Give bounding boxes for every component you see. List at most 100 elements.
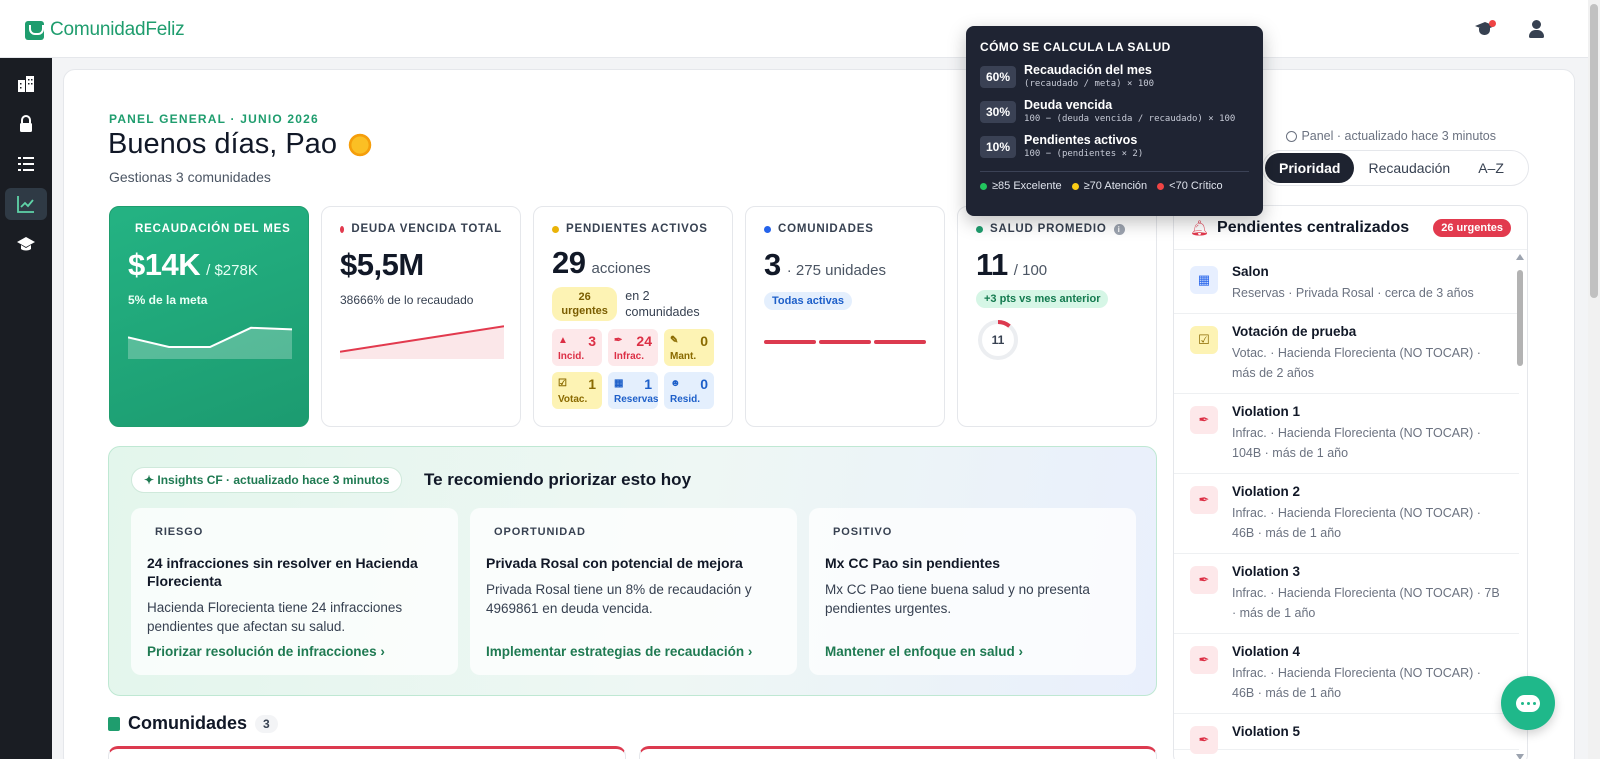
- kpi-unit: / 100: [1013, 262, 1048, 279]
- sidebar-item-academy[interactable]: [5, 228, 47, 260]
- pending-scrollbar[interactable]: [1516, 254, 1524, 759]
- insight-card-risk[interactable]: RIESGO 24 infracciones sin resolver en H…: [131, 508, 458, 675]
- page-title: Buenos días, Pao: [108, 128, 373, 161]
- gavel-icon: ✒: [1190, 566, 1218, 594]
- weight-label: Deuda vencida: [1024, 98, 1113, 112]
- deuda-sparkline: [339, 325, 505, 359]
- insights-panel: ✦ Insights CF · actualizado hace 3 minut…: [108, 446, 1157, 696]
- top-bar: ComunidadFeliz: [0, 0, 1588, 58]
- sidebar-item-tasks[interactable]: [5, 148, 47, 180]
- communities-header: Comunidades 3: [108, 713, 278, 734]
- insight-text: Hacienda Florecienta tiene 24 infraccion…: [147, 600, 403, 634]
- insight-action-link[interactable]: Priorizar resolución de infracciones ›: [147, 644, 385, 659]
- breakdown-chip[interactable]: ▲ 3 Incid.: [552, 329, 602, 366]
- list-item[interactable]: ✒ Violation 3 Infrac. · Hacienda Florecien…: [1174, 554, 1519, 634]
- insight-card-positive[interactable]: POSITIVO Mx CC Pao sin pendientes Mx CC …: [809, 508, 1136, 675]
- urgent-text: en 2 comunidades: [625, 289, 700, 319]
- greeting-text: Buenos días, Pao: [108, 128, 337, 160]
- page-scrollbar[interactable]: [1588, 0, 1600, 759]
- kpi-goal: / $278K: [206, 262, 258, 279]
- tooltip-row: 10% Pendientes activos 100 − (pendientes ×…: [980, 133, 1249, 159]
- breakdown-chip[interactable]: ▦ 1 Reservas: [608, 372, 658, 409]
- breakdown-chip[interactable]: ☻ 0 Resid.: [664, 372, 714, 409]
- legend-dot: [1157, 182, 1165, 190]
- kpi-label: PENDIENTES ACTIVOS: [566, 223, 708, 235]
- legend-label: ≥70 Atención: [1083, 180, 1148, 192]
- notification-dot: [1489, 20, 1496, 27]
- kpi-label: RECAUDACIÓN DEL MES: [135, 223, 291, 235]
- weight-formula: (recaudado / meta) × 100: [1024, 79, 1155, 89]
- insight-text: Privada Rosal tiene un 8% de recaudación…: [486, 582, 752, 616]
- legend-item: <70 Crítico: [1157, 180, 1223, 192]
- sparkline-area: [340, 326, 504, 359]
- item-title: Salon: [1232, 264, 1269, 279]
- vote-icon: ☑: [1190, 326, 1218, 354]
- tooltip-row: 60% Recaudación del mes (recaudado / meta)…: [980, 63, 1249, 89]
- pending-title: Pendientes centralizados: [1217, 218, 1410, 236]
- urgent-pill: 26 urgentes: [552, 287, 618, 321]
- kpi-card-deuda[interactable]: DEUDA VENCIDA TOTAL $5,5M 38666% de lo r…: [321, 206, 521, 427]
- communities-title: Comunidades: [128, 713, 248, 733]
- insight-action-link[interactable]: Implementar estrategias de recaudación ›: [486, 644, 753, 659]
- academy-notification-icon[interactable]: [1474, 18, 1496, 40]
- list-item[interactable]: ✒ Violation 5: [1174, 714, 1519, 754]
- kpi-unit: acciones: [591, 260, 651, 277]
- sidebar-item-communities[interactable]: [5, 68, 47, 100]
- item-subtitle: Infrac. · Hacienda Florecienta (NO TOCAR…: [1232, 426, 1481, 460]
- chip-label: Votac.: [558, 394, 588, 405]
- kpi-card-salud[interactable]: SALUD PROMEDIO i 11 / 100 +3 pts vs mes an…: [957, 206, 1157, 427]
- page-subtitle: Gestionas 3 comunidades: [109, 169, 271, 185]
- sort-option-alpha[interactable]: A–Z: [1478, 160, 1504, 176]
- insight-tag: OPORTUNIDAD: [494, 526, 586, 538]
- sun-icon: [346, 131, 373, 158]
- chip-count: 1: [644, 376, 652, 392]
- item-subtitle: Infrac. · Hacienda Florecienta (NO TOCAR…: [1232, 586, 1500, 620]
- insights-badge: ✦ Insights CF · actualizado hace 3 minut…: [131, 467, 403, 493]
- chat-icon: [1516, 694, 1540, 712]
- sort-segmented-control: Prioridad Recaudación A–Z: [1262, 150, 1529, 186]
- gavel-icon: ✒: [1190, 646, 1218, 674]
- wrench-icon: ✎: [670, 335, 679, 346]
- kpi-unit: · 275 unidades: [786, 262, 886, 279]
- item-title: Violation 1: [1232, 404, 1301, 419]
- community-card[interactable]: [108, 746, 626, 759]
- breakdown-chip[interactable]: ☑ 1 Votac.: [552, 372, 602, 409]
- list-item[interactable]: ☑ Votación de prueba Votac. · Hacienda Flo…: [1174, 314, 1519, 394]
- logo[interactable]: ComunidadFeliz: [25, 19, 185, 41]
- user-profile-icon[interactable]: [1526, 18, 1548, 40]
- sort-option-collection[interactable]: Recaudación: [1368, 160, 1451, 176]
- insight-card-opportunity[interactable]: OPORTUNIDAD Privada Rosal con potencial …: [470, 508, 797, 675]
- legend-label: ≥85 Excelente: [992, 180, 1062, 192]
- insight-action-link[interactable]: Mantener el enfoque en salud ›: [825, 644, 1024, 659]
- sidebar-item-security[interactable]: [5, 108, 47, 140]
- kpi-card-comunidades[interactable]: COMUNIDADES 3 · 275 unidades Todas activa…: [745, 206, 945, 427]
- breakdown-chip[interactable]: ✒ 24 Infrac.: [608, 329, 658, 366]
- clock-icon: [1286, 130, 1298, 142]
- community-card[interactable]: [639, 746, 1157, 759]
- kpi-card-pendientes[interactable]: PENDIENTES ACTIVOS 29 acciones 26 urgente…: [533, 206, 733, 427]
- breakdown-chip[interactable]: ✎ 0 Mant.: [664, 329, 714, 366]
- communities-count: 3: [255, 714, 278, 733]
- lock-icon: [20, 115, 32, 132]
- legend-item: ≥70 Atención: [1071, 180, 1148, 192]
- kpi-note: 5% de la meta: [128, 293, 208, 307]
- list-item[interactable]: ▦ Salon Reservas · Privada Rosal · cerca d…: [1174, 254, 1519, 314]
- chat-button[interactable]: [1501, 676, 1555, 730]
- kpi-card-recaudacion[interactable]: RECAUDACIÓN DEL MES $14K / $278K 5% de la…: [109, 206, 309, 427]
- sort-option-priority[interactable]: Prioridad: [1265, 153, 1355, 183]
- list-item[interactable]: ✒ Violation 2 Infrac. · Hacienda Florecien…: [1174, 474, 1519, 554]
- tooltip-row: 30% Deuda vencida 100 − (deuda vencida / r…: [980, 98, 1249, 124]
- info-icon[interactable]: i: [1113, 223, 1125, 235]
- trend-badge: +3 pts vs mes anterior: [976, 290, 1109, 308]
- weight-label: Recaudación del mes: [1024, 63, 1152, 77]
- item-subtitle: Infrac. · Hacienda Florecienta (NO TOCAR…: [1232, 506, 1481, 540]
- list-item[interactable]: ✒ Violation 4 Infrac. · Hacienda Florecien…: [1174, 634, 1519, 714]
- item-title: Violation 4: [1232, 644, 1301, 659]
- gavel-icon: ✒: [1190, 726, 1218, 754]
- weight-label: Pendientes activos: [1024, 133, 1138, 147]
- list-item[interactable]: ✒ Violation 1 Infrac. · Hacienda Florecien…: [1174, 394, 1519, 474]
- insight-title: Mx CC Pao sin pendientes: [825, 555, 1001, 571]
- buildings-icon: [18, 76, 34, 92]
- sidebar-item-dashboard[interactable]: [5, 188, 47, 220]
- urgent-badge: 26 urgentes: [1433, 218, 1511, 237]
